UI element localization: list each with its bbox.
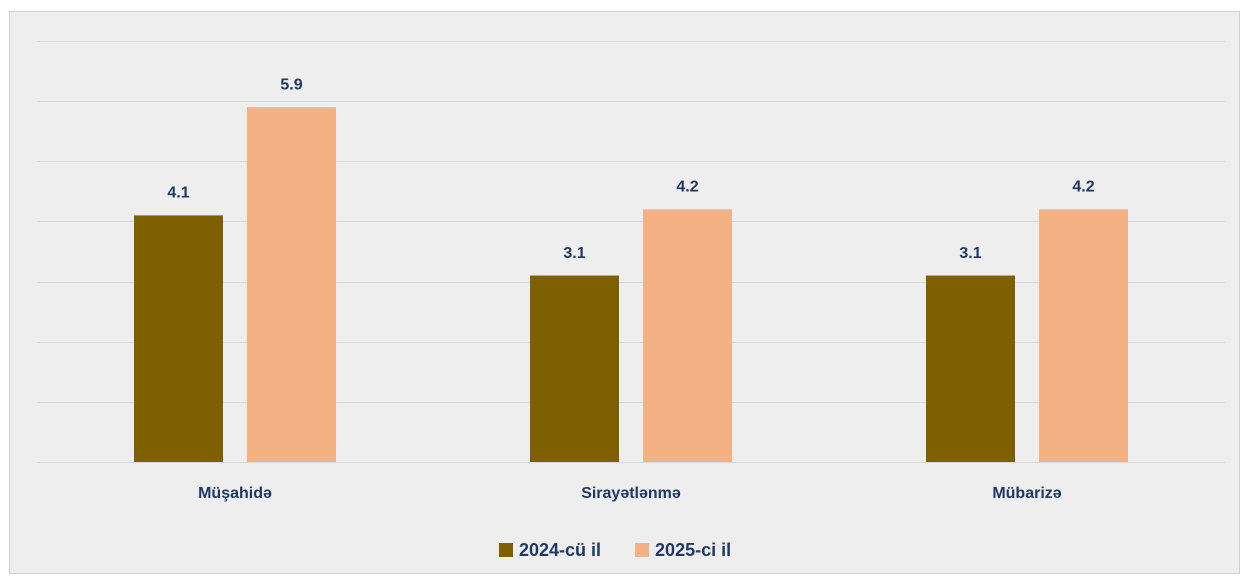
bar xyxy=(247,107,336,463)
bar xyxy=(134,215,223,462)
x-tick-label: Müşahidə xyxy=(198,485,272,502)
data-label: 4.2 xyxy=(1072,179,1094,196)
legend-swatch xyxy=(499,543,513,557)
data-label: 3.1 xyxy=(959,245,981,262)
data-label: 4.2 xyxy=(676,179,698,196)
data-label: 3.1 xyxy=(563,245,585,262)
x-tick-label: Mübarizə xyxy=(992,485,1061,502)
bar xyxy=(926,275,1015,462)
bar xyxy=(643,209,732,462)
bar xyxy=(1039,209,1128,462)
bar xyxy=(530,275,619,462)
legend-label: 2025-ci il xyxy=(655,540,731,560)
legend-swatch xyxy=(635,543,650,557)
data-label: 5.9 xyxy=(280,76,302,93)
legend-label: 2024-cü il xyxy=(519,540,601,560)
x-tick-label: Sirayətlənmə xyxy=(581,485,681,502)
data-label: 4.1 xyxy=(167,185,189,202)
